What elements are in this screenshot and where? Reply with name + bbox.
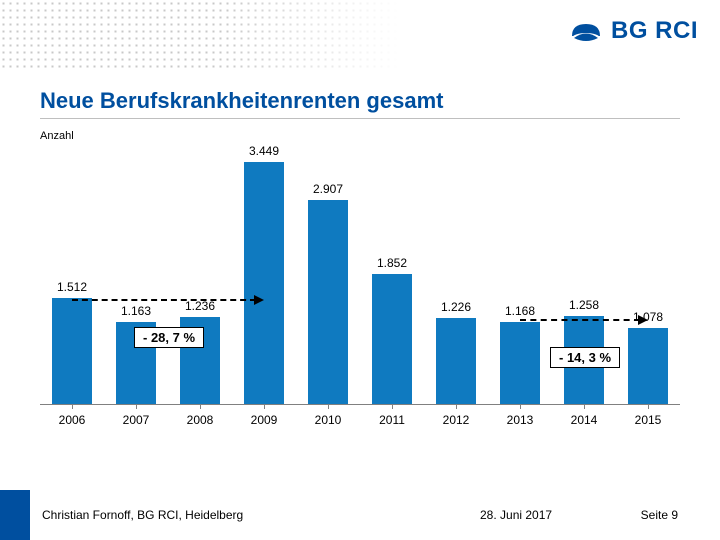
x-axis-label: 2012 [443,413,470,427]
x-axis-tick [456,404,457,409]
footer-page: Seite 9 [641,508,678,522]
header-band: BG RCI [0,0,720,68]
logo: BG RCI [569,14,698,48]
bar [628,328,668,404]
annotation-box: - 14, 3 % [550,347,620,368]
x-axis-tick [136,404,137,409]
bar-value-label: 1.512 [57,280,87,294]
bar [52,298,92,404]
title-rule [40,118,680,119]
bar-value-label: 1.163 [121,304,151,318]
logo-icon [569,14,603,48]
x-axis-label: 2010 [315,413,342,427]
bar-value-label: 1.852 [377,256,407,270]
annotation-arrow-line [72,299,256,301]
x-axis-tick [72,404,73,409]
footer-date: 28. Juni 2017 [480,508,552,522]
bar-value-label: 2.907 [313,182,343,196]
x-axis-label: 2007 [123,413,150,427]
x-axis-label: 2015 [635,413,662,427]
page-title: Neue Berufskrankheitenrenten gesamt [40,88,443,114]
x-axis-label: 2009 [251,413,278,427]
annotation-arrow-head [638,315,648,325]
x-axis-tick [584,404,585,409]
x-axis-label: 2008 [187,413,214,427]
bar-value-label: 1.236 [185,299,215,313]
plot-area: 1.512 1.163 1.236 3.449 2.907 1.852 1.226 1.168… [40,145,680,405]
x-axis-tick [648,404,649,409]
bar-value-label: 1.168 [505,304,535,318]
footer-accent-band [0,490,30,540]
x-axis-tick [520,404,521,409]
bar [244,162,284,404]
logo-text: BG RCI [611,17,698,45]
x-axis-label: 2013 [507,413,534,427]
bar-value-label: 3.449 [249,144,279,158]
x-axis-tick [328,404,329,409]
header-dot-fade [0,0,400,68]
bar [500,322,540,404]
bar-chart: 1.512 1.163 1.236 3.449 2.907 1.852 1.226 1.168… [40,145,680,445]
x-axis-tick [392,404,393,409]
x-axis-label: 2006 [59,413,86,427]
annotation-box: - 28, 7 % [134,327,204,348]
bar [308,200,348,404]
annotation-arrow-head [254,295,264,305]
bar [436,318,476,404]
footer-author: Christian Fornoff, BG RCI, Heidelberg [42,508,243,522]
bar [372,274,412,404]
y-axis-label: Anzahl [40,130,74,142]
annotation-arrow-line [520,319,640,321]
x-axis-label: 2011 [379,413,405,427]
x-axis-tick [200,404,201,409]
bar-value-label: 1.258 [569,298,599,312]
bar-value-label: 1.226 [441,300,471,314]
x-axis-tick [264,404,265,409]
x-axis-label: 2014 [571,413,598,427]
